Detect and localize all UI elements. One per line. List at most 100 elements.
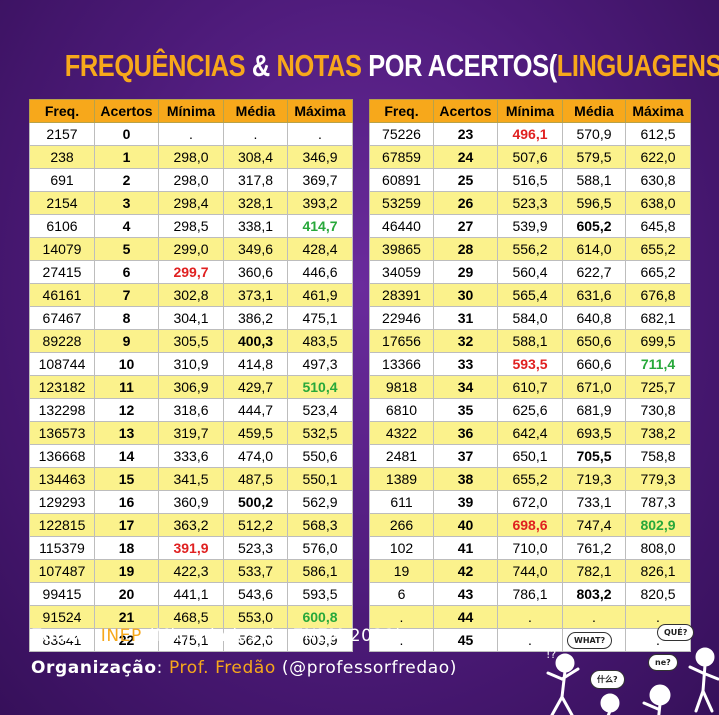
- cell-media: 660,6: [562, 352, 626, 376]
- table-row: 4322 36 642,4 693,5 738,2: [369, 421, 691, 445]
- table-row: 134463 15 341,5 487,5 550,1: [29, 467, 353, 491]
- cell-freq: .: [369, 605, 434, 629]
- table-row: 108744 10 310,9 414,8 497,3: [29, 352, 353, 376]
- cell-media: .: [562, 605, 626, 629]
- cell-minima: .: [497, 605, 563, 629]
- cell-media: 317,8: [223, 168, 288, 192]
- cell-freq: 115379: [29, 536, 95, 560]
- table-row: 60891 25 516,5 588,1 630,8: [369, 168, 691, 192]
- cell-minima: .: [497, 628, 563, 652]
- cell-minima: 786,1: [497, 582, 563, 606]
- table-row: 39865 28 556,2 614,0 655,2: [369, 237, 691, 261]
- cell-acertos: 27: [433, 214, 498, 238]
- cell-maxima: 600,8: [287, 605, 353, 629]
- cell-media: 328,1: [223, 191, 288, 215]
- cell-maxima: 550,1: [287, 467, 353, 491]
- cell-acertos: 16: [94, 490, 159, 514]
- cell-acertos: 9: [94, 329, 159, 353]
- stick-figures-icon: [546, 647, 719, 715]
- cell-media: 803,2: [562, 582, 626, 606]
- cell-freq: .: [369, 628, 434, 652]
- cell-media: 500,2: [223, 490, 288, 514]
- cell-media: 349,6: [223, 237, 288, 261]
- cell-acertos: 2: [94, 168, 159, 192]
- cell-freq: 27415: [29, 260, 95, 284]
- cell-maxima: 532,5: [287, 421, 353, 445]
- cell-acertos: 28: [433, 237, 498, 261]
- scores-table-right: Freq. Acertos Mínima Média Máxima 75226 23 496…: [369, 99, 691, 652]
- cell-minima: 306,9: [158, 375, 224, 399]
- title-por-acertos: POR ACERTOS: [368, 48, 549, 83]
- cell-media: 640,8: [562, 306, 626, 330]
- cell-maxima: 622,0: [625, 145, 691, 169]
- cell-media: 386,2: [223, 306, 288, 330]
- cell-maxima: 699,5: [625, 329, 691, 353]
- cell-acertos: 6: [94, 260, 159, 284]
- table-row: 46440 27 539,9 605,2 645,8: [369, 214, 691, 238]
- cell-media: 588,1: [562, 168, 626, 192]
- table-row: 91524 21 468,5 553,0 600,8: [29, 605, 353, 629]
- cell-media: 459,5: [223, 421, 288, 445]
- header-maxima: Máxima: [287, 99, 353, 123]
- table-header-row: Freq. Acertos Mínima Média Máxima: [29, 99, 353, 123]
- cell-media: .: [223, 122, 288, 146]
- cell-media: 429,7: [223, 375, 288, 399]
- cell-maxima: 808,0: [625, 536, 691, 560]
- table-row: 2154 3 298,4 328,1 393,2: [29, 191, 353, 215]
- table-row: 238 1 298,0 308,4 346,9: [29, 145, 353, 169]
- table-row: 122815 17 363,2 512,2 568,3: [29, 513, 353, 537]
- cell-media: 761,2: [562, 536, 626, 560]
- table-row: 34059 29 560,4 622,7 665,2: [369, 260, 691, 284]
- cell-acertos: 12: [94, 398, 159, 422]
- cell-acertos: 13: [94, 421, 159, 445]
- cell-maxima: 586,1: [287, 559, 353, 583]
- cell-media: 512,2: [223, 513, 288, 537]
- table-row: 2481 37 650,1 705,5 758,8: [369, 444, 691, 468]
- cell-maxima: .: [287, 122, 353, 146]
- cell-minima: 298,0: [158, 145, 224, 169]
- cell-acertos: 3: [94, 191, 159, 215]
- cell-acertos: 15: [94, 467, 159, 491]
- title-paren-open: (: [548, 48, 557, 83]
- cell-acertos: 7: [94, 283, 159, 307]
- table-row: 107487 19 422,3 533,7 586,1: [29, 559, 353, 583]
- cell-acertos: 10: [94, 352, 159, 376]
- cell-acertos: 25: [433, 168, 498, 192]
- table-row: 611 39 672,0 733,1 787,3: [369, 490, 691, 514]
- cell-minima: 650,1: [497, 444, 563, 468]
- org-sep: :: [156, 658, 169, 678]
- cell-acertos: 5: [94, 237, 159, 261]
- cell-maxima: 346,9: [287, 145, 353, 169]
- cell-acertos: 14: [94, 444, 159, 468]
- cell-acertos: 41: [433, 536, 498, 560]
- table-row: 67467 8 304,1 386,2 475,1: [29, 306, 353, 330]
- table-row: 17656 32 588,1 650,6 699,5: [369, 329, 691, 353]
- cell-acertos: 20: [94, 582, 159, 606]
- cell-minima: 475,1: [158, 628, 224, 652]
- title-notas: NOTAS: [276, 48, 362, 83]
- cell-media: 562,0: [223, 628, 288, 652]
- table-row: 115379 18 391,9 523,3 576,0: [29, 536, 353, 560]
- cell-acertos: 43: [433, 582, 498, 606]
- table-row: . 44...: [369, 605, 691, 629]
- cell-maxima: 676,8: [625, 283, 691, 307]
- cell-freq: 17656: [369, 329, 434, 353]
- cell-maxima: 738,2: [625, 421, 691, 445]
- cell-maxima: 550,6: [287, 444, 353, 468]
- cell-media: 671,0: [562, 375, 626, 399]
- cell-minima: 556,2: [497, 237, 563, 261]
- cell-minima: 299,7: [158, 260, 224, 284]
- cell-media: 622,7: [562, 260, 626, 284]
- cell-freq: 46161: [29, 283, 95, 307]
- cell-freq: 39865: [369, 237, 434, 261]
- cell-freq: 134463: [29, 467, 95, 491]
- title-amp: &: [251, 48, 270, 83]
- cell-maxima: 393,2: [287, 191, 353, 215]
- cell-acertos: 19: [94, 559, 159, 583]
- header-freq: Freq.: [29, 99, 95, 123]
- cell-media: 693,5: [562, 421, 626, 445]
- cell-freq: 123182: [29, 375, 95, 399]
- table-row: 89228 9 305,5 400,3 483,5: [29, 329, 353, 353]
- cell-minima: 672,0: [497, 490, 563, 514]
- source-label: Fonte: [31, 626, 89, 646]
